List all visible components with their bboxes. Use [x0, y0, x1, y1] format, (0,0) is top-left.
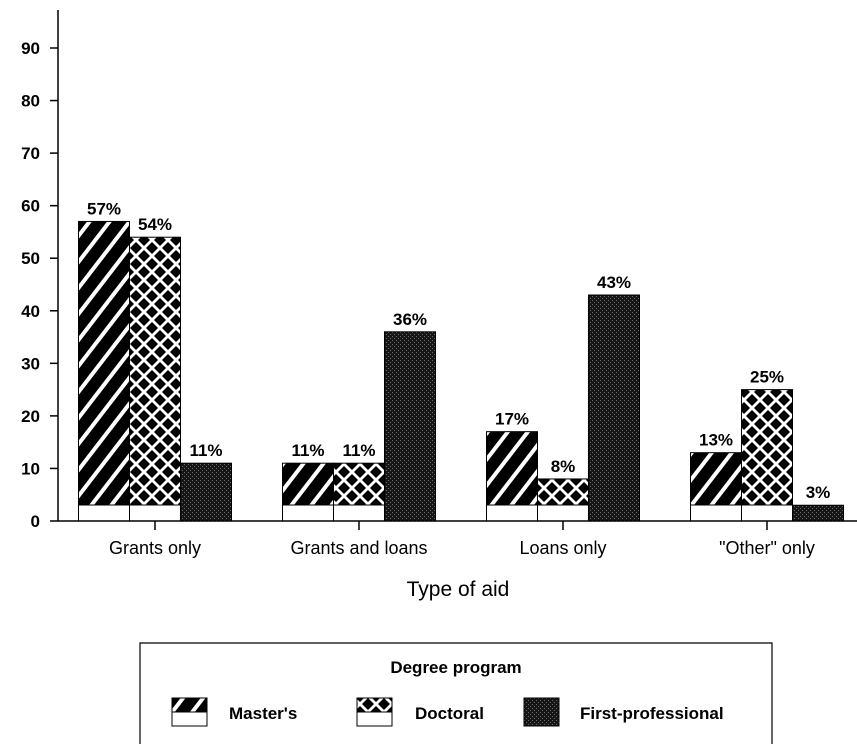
legend: Degree program Master's Doctoral First-pro… [139, 642, 773, 744]
y-tick-label: 60 [21, 197, 40, 216]
bar-first-professional [792, 504, 844, 522]
bar-base-doctoral [537, 504, 589, 522]
bar-master-s [282, 462, 334, 506]
data-label: 11% [291, 441, 324, 460]
legend-box [139, 642, 773, 744]
data-label: 57% [87, 199, 121, 218]
y-tick-label: 20 [21, 407, 40, 426]
bar-base-master-s [78, 504, 130, 522]
y-tick-label: 30 [21, 354, 40, 373]
legend-swatch-base [171, 711, 208, 727]
legend-swatch-master-s [171, 697, 208, 713]
bars: 57% 54% 11% 11% 11% 36% 17% 8% 43% 13% 25% 3% [78, 199, 844, 522]
data-label: 43% [597, 273, 631, 292]
legend-label-first-professional: First-professional [580, 704, 724, 723]
bar-doctoral [537, 478, 589, 506]
y-axis: 0 10 20 30 40 50 60 70 80 90 [21, 10, 59, 531]
bar-first-professional [588, 294, 640, 522]
bar-base-master-s [486, 504, 538, 522]
bar-base-master-s [282, 504, 334, 522]
y-tick-label: 80 [21, 92, 40, 111]
y-tick-label: 50 [21, 249, 40, 268]
bar-master-s [486, 431, 538, 506]
data-label: 11% [342, 441, 375, 460]
y-tick-label: 10 [21, 459, 40, 478]
data-label: 54% [138, 215, 172, 234]
y-tick-label: 70 [21, 144, 40, 163]
legend-label-doctoral: Doctoral [415, 704, 484, 723]
x-axis: Grants only Grants and loans Loans only "Ot… [58, 520, 857, 558]
legend-swatch-doctoral [356, 697, 393, 713]
x-tick-label: "Other" only [719, 538, 815, 558]
bar-first-professional [180, 462, 232, 522]
x-tick-label: Loans only [519, 538, 606, 558]
data-label: 13% [699, 431, 733, 450]
bar-doctoral [129, 236, 181, 506]
bar-doctoral [741, 389, 793, 506]
x-tick-label: Grants only [109, 538, 201, 558]
legend-title: Degree program [390, 658, 521, 677]
y-tick-label: 90 [21, 39, 40, 58]
bar-base-doctoral [333, 504, 385, 522]
data-label: 36% [393, 310, 427, 329]
x-axis-title: Type of aid [407, 578, 510, 601]
data-label: 8% [551, 457, 576, 476]
legend-swatch-first-professional [523, 697, 560, 727]
legend-label-master-s: Master's [229, 704, 297, 723]
bar-master-s [78, 220, 130, 506]
data-label: 11% [189, 441, 222, 460]
bar-base-doctoral [129, 504, 181, 522]
data-label: 17% [495, 410, 529, 429]
bar-base-master-s [690, 504, 742, 522]
legend-swatch-base [356, 711, 393, 727]
y-tick-label: 0 [31, 512, 40, 531]
data-label: 25% [750, 368, 784, 387]
bar-doctoral [333, 462, 385, 506]
y-tick-label: 40 [21, 302, 40, 321]
data-label: 3% [806, 483, 831, 502]
bar-master-s [690, 452, 742, 506]
bar-first-professional [384, 331, 436, 522]
bar-base-doctoral [741, 504, 793, 522]
x-tick-label: Grants and loans [290, 538, 427, 558]
